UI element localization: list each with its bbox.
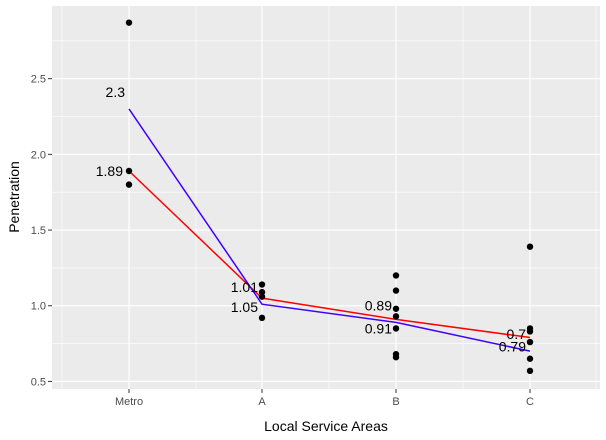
data-label: 1.05 xyxy=(231,299,258,315)
x-axis: Metro A B C xyxy=(115,389,534,408)
y-tick-label: 2.5 xyxy=(31,74,46,86)
x-tick-label: B xyxy=(392,396,399,408)
data-point xyxy=(258,281,266,288)
data-points xyxy=(125,19,534,375)
data-point xyxy=(125,181,133,188)
major-gridlines xyxy=(52,6,600,389)
data-point xyxy=(258,314,266,322)
data-point xyxy=(125,167,133,175)
y-tick-label: 1.0 xyxy=(31,301,46,313)
data-point xyxy=(526,243,534,250)
data-label: 1.01 xyxy=(231,279,258,295)
data-point xyxy=(125,19,133,26)
data-labels: 2.3 1.89 1.01 1.05 0.89 0.91 0.70.79 xyxy=(96,84,526,355)
y-axis-title: Penetration xyxy=(6,161,22,233)
series-line-1 xyxy=(128,170,531,339)
trend-lines xyxy=(128,108,531,352)
y-tick-label: 1.5 xyxy=(31,225,46,237)
x-tick-label: Metro xyxy=(115,396,143,408)
data-point xyxy=(392,313,400,320)
minor-gridlines xyxy=(52,6,600,389)
y-tick-label: 2.0 xyxy=(31,149,46,161)
data-label: 0.89 xyxy=(365,297,392,313)
data-label: 2.3 xyxy=(106,84,126,100)
x-axis-title: Local Service Areas xyxy=(264,418,388,434)
y-tick-label: 0.5 xyxy=(31,376,46,388)
data-label: 0.7 xyxy=(507,326,527,342)
data-point xyxy=(526,338,534,346)
data-label: 1.89 xyxy=(96,163,123,179)
data-point xyxy=(526,328,534,335)
y-axis: 0.5 1.0 1.5 2.0 2.5 xyxy=(31,74,52,388)
data-point xyxy=(258,288,266,296)
data-point xyxy=(392,287,400,294)
data-point xyxy=(392,325,400,332)
data-label: 0.79 xyxy=(499,339,526,355)
data-point xyxy=(392,354,400,361)
data-point xyxy=(392,305,400,312)
plot-panel xyxy=(52,6,600,389)
data-point xyxy=(526,355,534,362)
data-point xyxy=(392,272,400,279)
x-tick-label: C xyxy=(526,396,534,408)
data-label: 0.91 xyxy=(365,320,392,336)
x-tick-label: A xyxy=(258,396,266,408)
series-line-2 xyxy=(128,108,531,352)
data-point xyxy=(258,293,266,300)
data-point xyxy=(526,367,534,375)
